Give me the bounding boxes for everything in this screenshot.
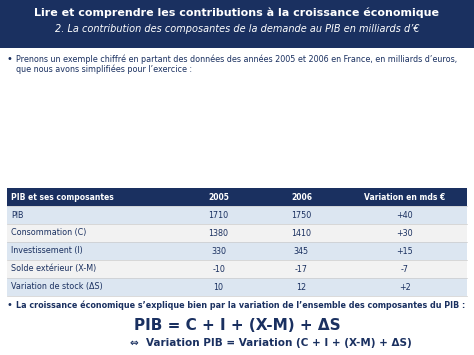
- Text: -10: -10: [212, 264, 225, 273]
- Text: 345: 345: [294, 246, 309, 256]
- Text: 1710: 1710: [209, 211, 228, 219]
- FancyBboxPatch shape: [0, 0, 474, 48]
- Text: +15: +15: [397, 246, 413, 256]
- Text: Prenons un exemple chiffré en partant des données des années 2005 et 2006 en Fra: Prenons un exemple chiffré en partant de…: [16, 54, 457, 75]
- FancyBboxPatch shape: [7, 206, 467, 224]
- FancyBboxPatch shape: [7, 278, 467, 296]
- Text: 1380: 1380: [209, 229, 228, 237]
- Text: 330: 330: [211, 246, 226, 256]
- Text: Variation en mds €: Variation en mds €: [365, 192, 446, 202]
- Text: 12: 12: [296, 283, 307, 291]
- Text: 1750: 1750: [292, 211, 311, 219]
- Text: Lire et comprendre les contributions à la croissance économique: Lire et comprendre les contributions à l…: [35, 8, 439, 18]
- Text: -7: -7: [401, 264, 409, 273]
- Text: +30: +30: [397, 229, 413, 237]
- Text: Solde extérieur (X-M): Solde extérieur (X-M): [11, 264, 96, 273]
- Text: PIB: PIB: [11, 211, 24, 219]
- Text: Variation de stock (ΔS): Variation de stock (ΔS): [11, 283, 103, 291]
- Text: -17: -17: [295, 264, 308, 273]
- Text: Investissement (I): Investissement (I): [11, 246, 83, 256]
- Text: 2005: 2005: [208, 192, 229, 202]
- Text: •: •: [7, 54, 13, 64]
- Text: Consommation (C): Consommation (C): [11, 229, 86, 237]
- Text: +40: +40: [397, 211, 413, 219]
- Text: PIB et ses composantes: PIB et ses composantes: [11, 192, 114, 202]
- FancyBboxPatch shape: [7, 188, 467, 206]
- Text: 1410: 1410: [292, 229, 311, 237]
- Text: 2. La contribution des composantes de la demande au PIB en milliards d’€: 2. La contribution des composantes de la…: [55, 24, 419, 34]
- FancyBboxPatch shape: [7, 242, 467, 260]
- Text: •: •: [7, 300, 13, 310]
- FancyBboxPatch shape: [7, 260, 467, 278]
- Text: 2006: 2006: [291, 192, 312, 202]
- Text: +2: +2: [399, 283, 411, 291]
- Text: 10: 10: [214, 283, 224, 291]
- FancyBboxPatch shape: [7, 224, 467, 242]
- Text: PIB = C + I + (X-M) + ΔS: PIB = C + I + (X-M) + ΔS: [134, 318, 340, 333]
- Text: La croissance économique s’explique bien par la variation de l’ensemble des comp: La croissance économique s’explique bien…: [16, 300, 465, 310]
- Text: ⇔  Variation PIB = Variation (C + I + (X-M) + ΔS): ⇔ Variation PIB = Variation (C + I + (X-…: [130, 338, 412, 348]
